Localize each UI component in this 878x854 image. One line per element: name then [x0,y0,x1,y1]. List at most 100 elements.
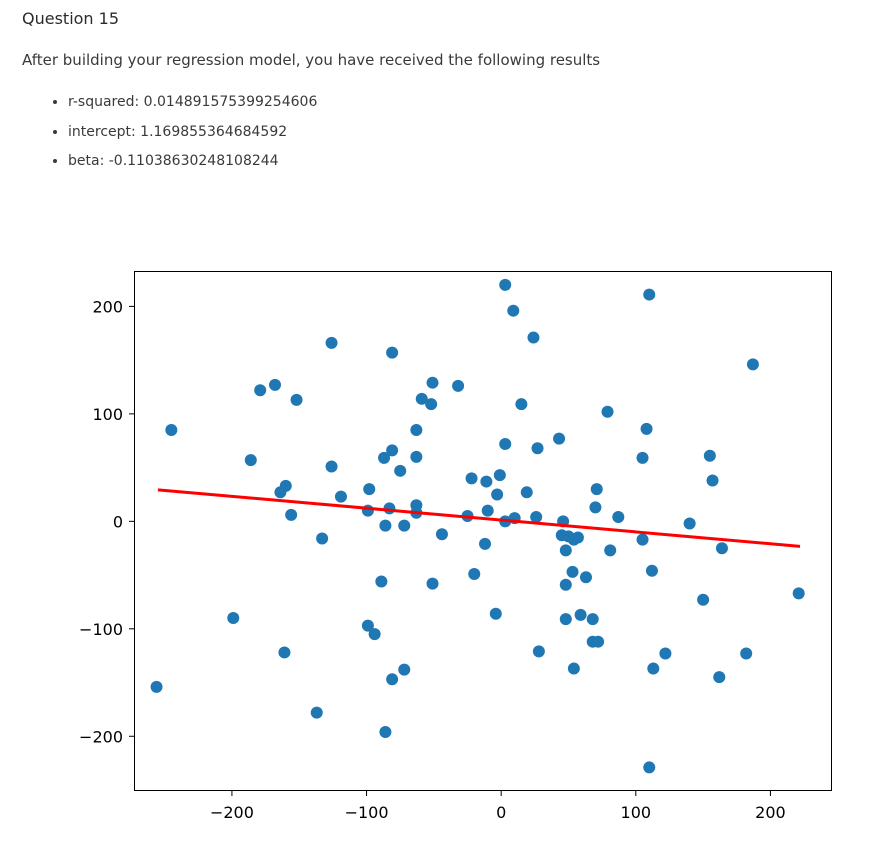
data-point [586,613,599,626]
data-point [465,472,478,485]
question-title: Question 15 [22,9,120,28]
data-point [713,671,726,684]
data-point [426,577,439,590]
data-point [697,593,710,606]
y-tick-label: 200 [92,297,123,316]
x-tick-label: −200 [210,803,254,822]
result-intercept: intercept: 1.169855364684592 [68,122,317,152]
data-point [386,673,399,686]
data-point [520,486,533,499]
data-point [559,613,572,626]
data-point [559,578,572,591]
data-point [659,647,672,660]
data-point [507,304,520,317]
data-point [165,423,178,436]
data-point [379,519,392,532]
data-point [740,647,753,660]
data-point [530,511,543,524]
data-point [792,587,805,600]
x-axis: −200 −100 0 100 200 [210,790,786,822]
data-point [426,376,439,389]
x-tick-label: −100 [345,803,389,822]
data-point [310,706,323,719]
data-point [325,460,338,473]
data-point [715,542,728,555]
data-point [378,451,391,464]
data-point [361,619,374,632]
data-point [398,663,411,676]
data-point [746,358,759,371]
data-point [290,393,303,406]
question-text: After building your regression model, yo… [22,51,601,69]
scatter-chart: −200 −100 0 100 200 −200 −100 0 100 200 [79,271,832,822]
regression-line-layer [157,488,801,548]
data-point [579,571,592,584]
data-point [425,398,438,411]
data-point [559,544,572,557]
y-axis: −200 −100 0 100 200 [79,297,135,746]
data-point [515,398,528,411]
data-point [398,519,411,532]
data-point [703,449,716,462]
data-point [567,662,580,675]
data-point [481,504,494,517]
result-beta: beta: -0.11038630248108244 [68,151,317,181]
data-point [410,423,423,436]
data-point [394,464,407,477]
data-point [480,475,493,488]
data-point [468,567,481,580]
data-point [574,608,587,621]
y-tick-label: −200 [79,727,123,746]
data-point [278,646,291,659]
data-point [375,575,388,588]
x-tick-label: 100 [621,803,652,822]
data-point [334,490,347,503]
data-point [493,469,506,482]
data-point [410,450,423,463]
y-tick-label: 0 [113,512,123,531]
data-point [452,379,465,392]
data-point [227,612,240,625]
data-point [368,628,381,641]
data-point [363,483,376,496]
data-point [643,761,656,774]
data-point [647,662,660,675]
data-point [499,278,512,291]
data-point [527,331,540,344]
data-point [244,454,257,467]
data-point [636,533,649,546]
points-layer [150,278,805,774]
data-point [386,444,399,457]
x-tick-label: 200 [755,803,786,822]
data-point [643,288,656,301]
data-point [269,378,282,391]
data-point [604,544,617,557]
data-point [361,504,374,517]
data-point [706,474,719,487]
data-point [274,486,287,499]
data-point [590,483,603,496]
data-point [285,508,298,521]
data-point [479,537,492,550]
result-r-squared: r-squared: 0.014891575399254606 [68,92,317,122]
data-point [640,422,653,435]
data-point [612,511,625,524]
data-point [150,680,163,693]
x-tick-label: 0 [496,803,506,822]
data-point [491,488,504,501]
y-tick-label: −100 [79,620,123,639]
data-point [683,517,696,530]
data-point [316,532,329,545]
chart-container: −200 −100 0 100 200 −200 −100 0 100 200 [0,255,878,850]
regression-line [157,488,801,548]
data-point [415,392,428,405]
data-point [589,501,602,514]
data-point [532,645,545,658]
data-point [645,564,658,577]
data-point [553,432,566,445]
data-point [254,384,267,397]
data-point [499,437,512,450]
data-point [386,346,399,359]
results-list: r-squared: 0.014891575399254606 intercep… [48,92,317,181]
data-point [325,336,338,349]
